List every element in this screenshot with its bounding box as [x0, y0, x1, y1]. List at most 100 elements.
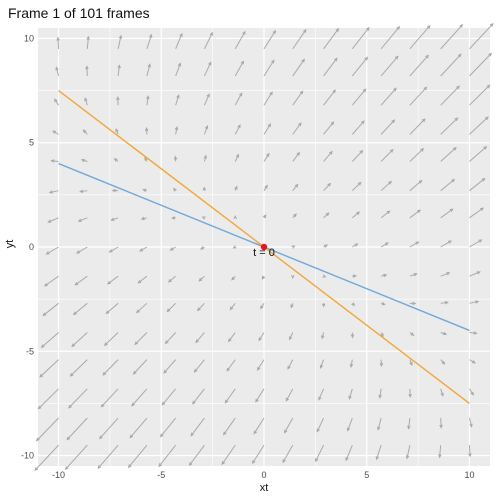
vector-arrowhead — [142, 188, 147, 192]
vector-arrow — [197, 302, 205, 311]
vector-arrow — [469, 146, 487, 162]
vector-arrowhead — [409, 361, 413, 366]
vector-arrow — [138, 275, 148, 284]
vector-arrowhead — [322, 274, 327, 278]
y-tick-label: 0 — [29, 242, 34, 252]
vector-arrowhead — [117, 64, 121, 69]
vector-arrowhead — [335, 27, 340, 32]
vector-arrowhead — [388, 180, 393, 185]
vector-arrowhead — [71, 343, 76, 348]
vector-arrow — [234, 92, 243, 106]
vector-arrowhead — [359, 149, 364, 154]
vector-arrow — [377, 417, 382, 430]
vector-arrow — [320, 359, 325, 369]
vector-arrowhead — [456, 85, 460, 90]
vector-arrowhead — [55, 66, 59, 71]
vector-arrow — [292, 152, 300, 162]
vector-arrow — [41, 332, 59, 348]
vector-arrow — [380, 181, 392, 192]
vector-arrowhead — [256, 366, 261, 371]
vector-arrowhead — [253, 430, 257, 435]
vector-arrowhead — [325, 212, 330, 217]
vector-arrow — [117, 35, 122, 49]
vector-arrow — [190, 417, 205, 436]
vector-arrowhead — [147, 63, 151, 68]
vector-arrowhead — [386, 210, 391, 215]
vector-arrowhead — [471, 360, 476, 364]
vector-arrowhead — [364, 56, 369, 61]
vector-arrow — [409, 118, 426, 135]
vector-arrow — [323, 212, 330, 219]
vector-arrow — [292, 59, 305, 77]
vector-arrowhead — [440, 392, 444, 397]
vector-arrow — [194, 359, 205, 373]
vector-arrowhead — [43, 282, 48, 287]
vector-arrowhead — [362, 88, 367, 93]
vector-arrowhead — [396, 25, 401, 30]
vector-arrowhead — [146, 95, 150, 100]
vector-arrow — [131, 388, 148, 407]
vector-arrowhead — [188, 462, 193, 467]
vector-arrowhead — [75, 250, 81, 254]
vector-arrow — [146, 96, 149, 106]
vector-arrowhead — [415, 241, 420, 245]
vector-arrow — [234, 31, 246, 50]
vector-arrowhead — [77, 218, 82, 222]
vector-arrow — [440, 117, 458, 135]
vector-arrow — [71, 332, 88, 347]
vector-arrow — [292, 90, 304, 106]
vector-arrow — [161, 388, 177, 406]
y-tick-label: 5 — [29, 138, 34, 148]
vector-arrow — [136, 302, 148, 313]
vector-arrowhead — [132, 370, 137, 375]
vector-arrowhead — [238, 92, 243, 97]
vector-arrow — [440, 208, 453, 219]
vector-arrowhead — [271, 59, 275, 64]
vector-arrow — [468, 445, 471, 457]
vector-arrowhead — [489, 22, 494, 27]
vector-arrowhead — [198, 277, 203, 282]
vector-arrowhead — [72, 311, 77, 316]
vector-arrowhead — [357, 181, 362, 186]
vector-arrowhead — [383, 273, 388, 278]
vector-arrowhead — [426, 24, 431, 29]
vector-arrow — [440, 272, 450, 277]
vector-arrowhead — [237, 124, 241, 129]
vector-arrowhead — [79, 189, 84, 194]
vector-arrow — [380, 56, 399, 77]
vector-arrow — [440, 147, 457, 162]
vector-arrowhead — [174, 125, 179, 131]
vector-arrow — [323, 89, 336, 106]
vector-arrow — [380, 149, 394, 162]
vector-arrow — [352, 211, 360, 219]
y-tick-label: -5 — [26, 346, 34, 356]
vector-arrow — [440, 179, 455, 192]
vector-arrowhead — [195, 339, 199, 344]
vector-arrow — [195, 332, 205, 343]
vector-arrowhead — [226, 367, 230, 372]
vector-arrowhead — [423, 86, 428, 91]
vector-arrow — [252, 444, 265, 464]
vector-arrow — [469, 239, 482, 248]
vector-arrow — [351, 120, 365, 135]
vector-arrowhead — [478, 239, 483, 243]
vector-arrowhead — [327, 182, 332, 187]
vector-arrow — [224, 388, 236, 404]
vector-arrow — [70, 359, 88, 377]
vector-arrow — [97, 444, 119, 469]
vector-arrowhead — [52, 130, 57, 134]
vector-arrow — [282, 444, 294, 463]
vector-arrow — [38, 388, 59, 410]
vector-arrowhead — [394, 55, 399, 60]
vector-arrow — [80, 190, 88, 193]
x-tick-label: -5 — [157, 470, 165, 480]
vector-arrowhead — [85, 65, 89, 70]
vector-arrow — [380, 242, 389, 248]
vector-arrow — [406, 445, 411, 459]
vector-arrow — [257, 359, 265, 371]
x-tick-label: 0 — [261, 470, 266, 480]
vector-arrowhead — [37, 405, 42, 410]
vector-arrow — [409, 86, 427, 106]
vector-arrowhead — [231, 276, 235, 281]
vector-arrowhead — [111, 188, 116, 193]
